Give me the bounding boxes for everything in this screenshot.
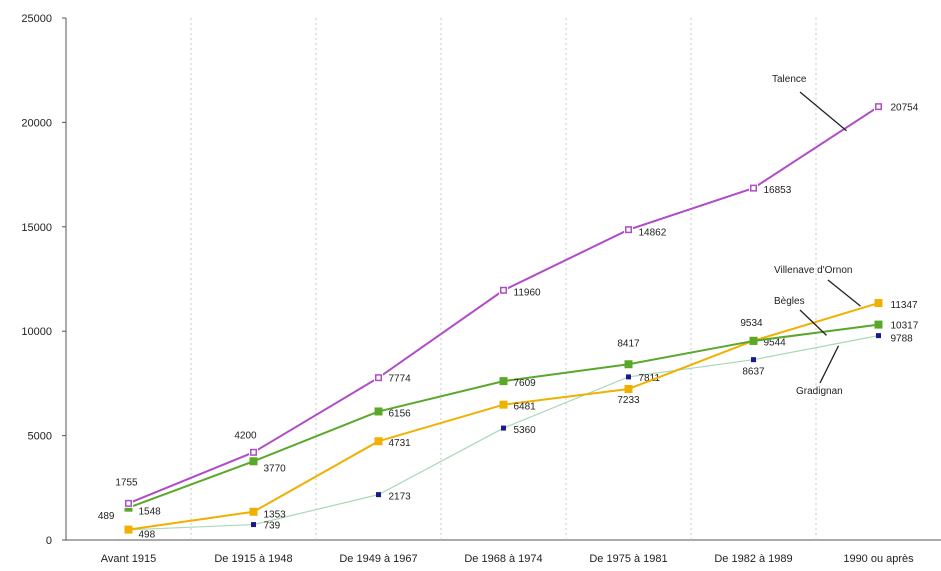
data-point-center — [251, 450, 256, 455]
data-label: 1548 — [139, 507, 162, 518]
data-point — [249, 457, 258, 466]
data-label: 11347 — [891, 300, 919, 311]
data-point — [749, 336, 758, 345]
data-label: 3770 — [264, 463, 287, 474]
data-label: 4200 — [234, 430, 257, 441]
grid — [190, 18, 817, 540]
data-label: 20754 — [891, 103, 919, 114]
data-label: 8417 — [617, 338, 640, 349]
data-label: 16853 — [764, 185, 792, 196]
series-name-label: Bègles — [774, 296, 805, 307]
annotations: Talence Villenave d'Ornon Bègles Gradignan — [772, 74, 861, 397]
data-point-center — [501, 288, 506, 293]
series-talence: 1755 4200 7774 11960 14862 16853 20754 — [115, 102, 919, 508]
x-tick-label: De 1915 à 1948 — [214, 553, 292, 565]
data-point — [249, 507, 258, 516]
x-tick-label: De 1949 à 1967 — [339, 553, 417, 565]
y-tick-label: 15000 — [21, 222, 52, 234]
series-b-gles: 1548 3770 6156 7609 8417 9534 10317 — [124, 318, 919, 518]
data-label: 11960 — [514, 287, 542, 298]
y-tick-label: 20000 — [21, 117, 52, 129]
series-name-label: Talence — [772, 74, 807, 85]
data-point — [624, 360, 633, 369]
data-point-center — [126, 501, 131, 506]
data-label: 1755 — [115, 477, 138, 488]
data-point — [374, 407, 383, 416]
data-label: 8637 — [742, 367, 765, 378]
series-line — [128, 323, 879, 509]
y-tick-label: 25000 — [21, 13, 52, 25]
data-point — [876, 333, 881, 339]
y-tick-label: 10000 — [21, 326, 52, 338]
data-point — [624, 384, 633, 393]
data-point — [874, 299, 883, 308]
data-point-center — [376, 375, 381, 380]
data-point — [499, 400, 508, 409]
data-point-center — [876, 104, 881, 109]
data-point — [626, 374, 631, 380]
data-label: 9788 — [891, 334, 914, 345]
data-point — [751, 357, 756, 363]
y-axis-ticks: 0 5000 10000 15000 20000 25000 — [21, 13, 66, 547]
y-tick-label: 5000 — [28, 431, 52, 443]
data-label: 498 — [139, 530, 156, 541]
series-callout-line — [799, 309, 827, 336]
x-tick-label: De 1982 à 1989 — [714, 553, 792, 565]
data-point — [499, 377, 508, 386]
axes — [65, 18, 941, 541]
series-name-label: Gradignan — [796, 386, 843, 397]
x-axis-ticks: Avant 1915 De 1915 à 1948 De 1949 à 1967 De… — [101, 553, 914, 565]
data-point — [374, 437, 383, 446]
data-point — [501, 425, 506, 431]
x-tick-label: 1990 ou après — [843, 553, 914, 565]
series-callout-line — [827, 279, 861, 307]
data-label: 7609 — [514, 378, 537, 389]
data-label: 14862 — [639, 228, 667, 239]
data-label: 7774 — [389, 374, 412, 385]
data-label: 6156 — [389, 408, 412, 419]
data-label: 7811 — [639, 373, 661, 384]
data-label: 2173 — [389, 492, 412, 503]
data-label: 6481 — [514, 402, 537, 413]
data-point-center — [751, 186, 756, 191]
data-label: 9534 — [740, 318, 763, 329]
series-callout-line — [819, 345, 840, 384]
x-tick-label: Avant 1915 — [101, 553, 156, 565]
data-point — [376, 492, 381, 498]
series-gradignan: 489 739 2173 5360 7811 8637 9788 — [98, 333, 914, 533]
series-name-label: Villenave d'Ornon — [774, 265, 852, 276]
data-label: 9544 — [764, 338, 787, 349]
data-label: 739 — [264, 521, 281, 532]
data-point — [124, 525, 133, 534]
data-label: 7233 — [617, 395, 640, 406]
data-label: 489 — [98, 511, 115, 522]
data-label: 5360 — [514, 425, 537, 436]
x-tick-label: De 1975 à 1981 — [589, 553, 667, 565]
data-label: 1353 — [264, 510, 287, 521]
x-tick-label: De 1968 à 1974 — [464, 553, 542, 565]
data-point-center — [626, 227, 631, 232]
data-point — [251, 522, 256, 528]
data-point — [874, 320, 883, 329]
series-callout-line — [799, 91, 847, 132]
series-layer: 489 739 2173 5360 7811 8637 9788 498 1353 4731 648… — [98, 102, 919, 541]
data-label: 4731 — [389, 438, 412, 449]
y-tick-label: 0 — [46, 535, 52, 547]
series-line — [128, 105, 880, 505]
data-label: 10317 — [891, 321, 919, 332]
